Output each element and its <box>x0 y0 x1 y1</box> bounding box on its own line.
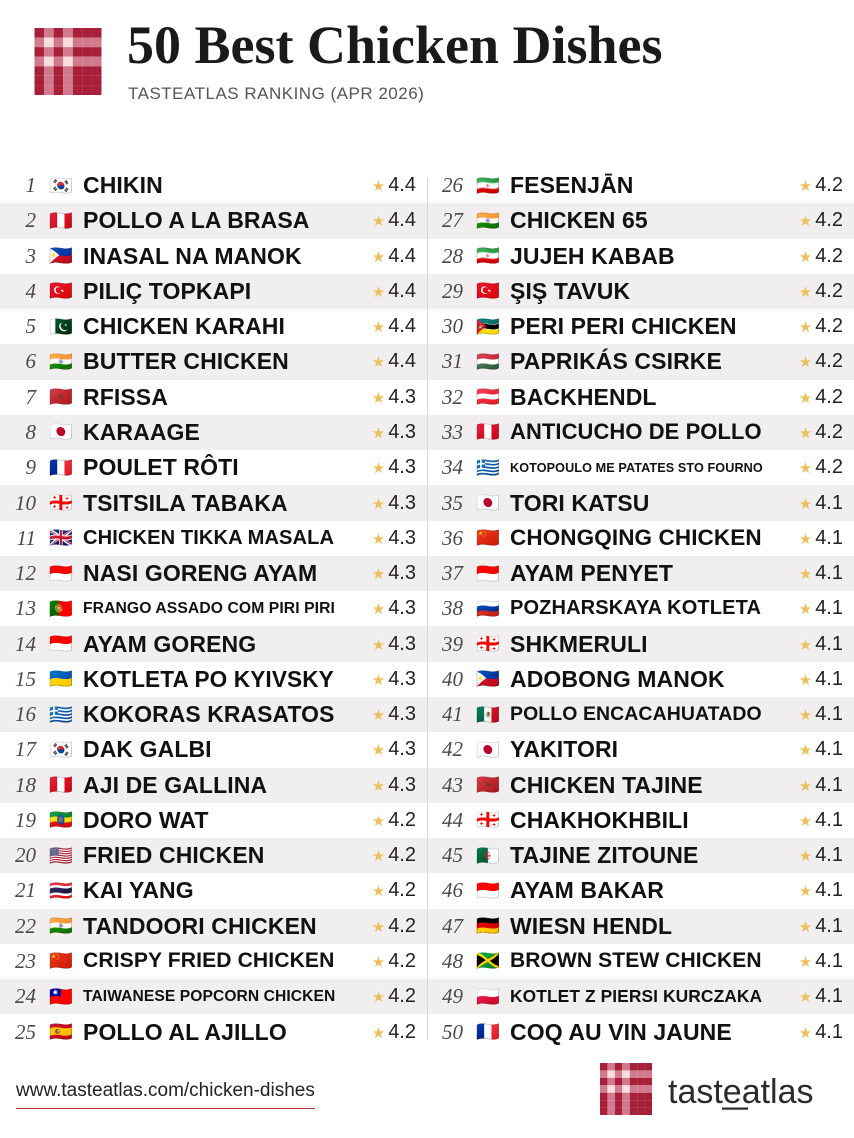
svg-text:atlas: atlas <box>742 1073 814 1111</box>
svg-text:taste: taste <box>668 1073 742 1111</box>
